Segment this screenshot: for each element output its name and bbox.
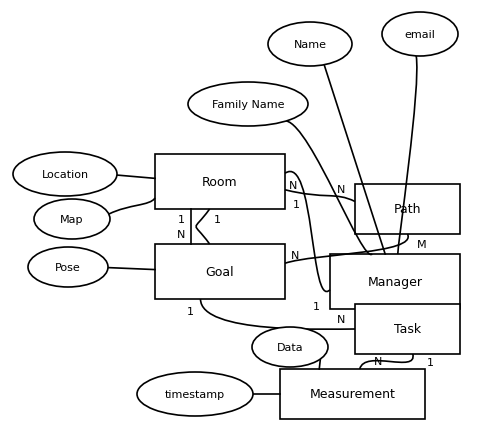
Ellipse shape	[188, 83, 308, 127]
Text: N: N	[289, 181, 297, 191]
Text: Goal: Goal	[206, 265, 234, 278]
Ellipse shape	[13, 153, 117, 197]
FancyBboxPatch shape	[155, 244, 285, 299]
Text: 1: 1	[214, 215, 221, 224]
Text: Location: Location	[41, 169, 89, 180]
Ellipse shape	[137, 372, 253, 416]
Text: timestamp: timestamp	[165, 389, 225, 399]
Text: Task: Task	[394, 323, 421, 336]
FancyBboxPatch shape	[280, 369, 425, 419]
Text: 1: 1	[293, 199, 300, 209]
FancyBboxPatch shape	[355, 184, 460, 234]
Text: N: N	[337, 185, 345, 195]
Text: N: N	[374, 356, 382, 366]
Text: 1: 1	[427, 357, 434, 367]
Text: Room: Room	[202, 175, 238, 189]
Ellipse shape	[252, 327, 328, 367]
Text: 1: 1	[187, 306, 194, 316]
Ellipse shape	[34, 200, 110, 240]
Text: Measurement: Measurement	[309, 387, 395, 401]
Text: Family Name: Family Name	[212, 100, 284, 110]
Text: N: N	[337, 314, 345, 324]
Text: Name: Name	[293, 40, 326, 50]
Text: N: N	[291, 251, 299, 261]
Text: 1: 1	[178, 215, 185, 224]
FancyBboxPatch shape	[155, 155, 285, 209]
Text: N: N	[177, 230, 186, 240]
Ellipse shape	[382, 13, 458, 57]
Text: Data: Data	[277, 342, 303, 352]
Text: Pose: Pose	[55, 262, 81, 272]
Ellipse shape	[268, 23, 352, 67]
Ellipse shape	[28, 247, 108, 287]
FancyBboxPatch shape	[355, 304, 460, 354]
Text: 1: 1	[312, 301, 319, 311]
Text: M: M	[416, 240, 427, 249]
Text: Path: Path	[394, 203, 421, 216]
Text: Manager: Manager	[368, 275, 423, 289]
Text: Map: Map	[60, 215, 84, 224]
Text: email: email	[404, 30, 436, 40]
FancyBboxPatch shape	[330, 255, 460, 309]
